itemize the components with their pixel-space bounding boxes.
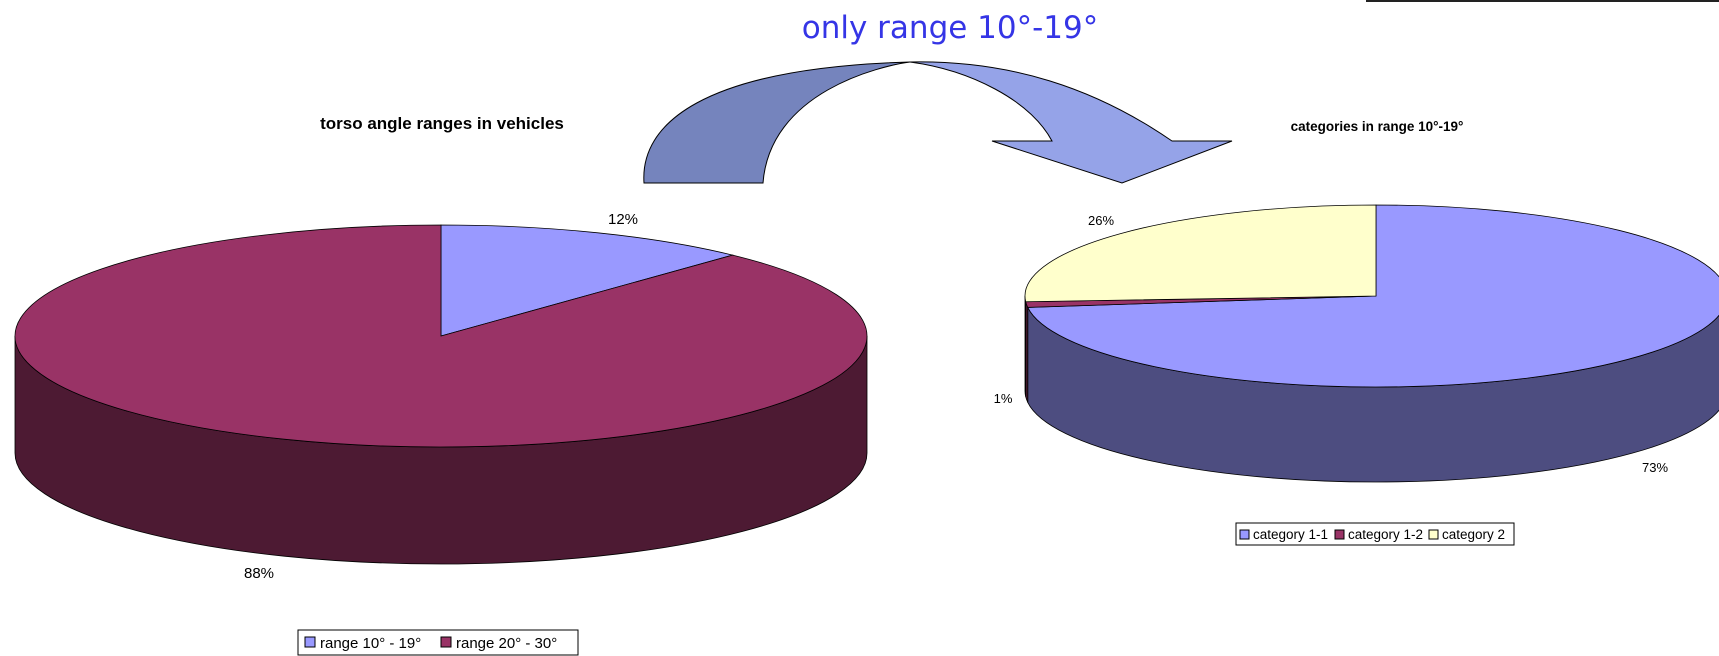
legend-right-box [1235,522,1515,546]
data-label-category-1-1: 73% [1642,460,1668,475]
slice-range-10-19 [440,224,735,337]
pie-left [14,224,868,565]
chart-right: categories in range 10°-19° 73% 1% 26% c… [994,119,1719,546]
chart-left: torso angle ranges in vehicles 12% 88% r… [14,114,868,656]
top-edge-line [1366,0,1719,2]
arrow-head [909,61,1233,184]
data-label-category-1-2: 1% [994,391,1013,406]
slice-range-20-30 [14,224,868,448]
legend-label-range-10-19: range 10° - 19° [320,635,421,652]
headline: only range 10°-19° [802,10,1099,46]
curved-arrow-icon [643,61,1233,184]
slice-category-2-side [1024,295,1027,397]
legend-swatch-category-2 [1428,529,1439,540]
chart-left-title: torso angle ranges in vehicles [320,114,564,133]
arrow-band [643,61,911,184]
slice-category-2 [1024,204,1377,303]
legend-swatch-category-1-2 [1334,529,1345,540]
legend-label-range-20-30: range 20° - 30° [456,635,557,652]
pie-right [1024,204,1719,483]
data-label-range-20-30: 88% [244,565,274,582]
legend-label-category-1-1: category 1-1 [1253,527,1328,542]
data-label-category-2: 26% [1088,213,1114,228]
data-label-range-10-19: 12% [608,211,638,228]
legend-swatch-category-1-1 [1239,529,1250,540]
legend-left-box [297,629,579,656]
legend-left: range 10° - 19° range 20° - 30° [297,629,579,656]
legend-swatch-range-20-30 [440,636,452,648]
legend-right: category 1-1 category 1-2 category 2 [1235,522,1515,546]
legend-label-category-1-2: category 1-2 [1348,527,1423,542]
slice-category-1-1 [1027,204,1719,388]
chart-right-title: categories in range 10°-19° [1291,119,1464,134]
legend-label-category-2: category 2 [1442,527,1505,542]
legend-swatch-range-10-19 [304,636,316,648]
